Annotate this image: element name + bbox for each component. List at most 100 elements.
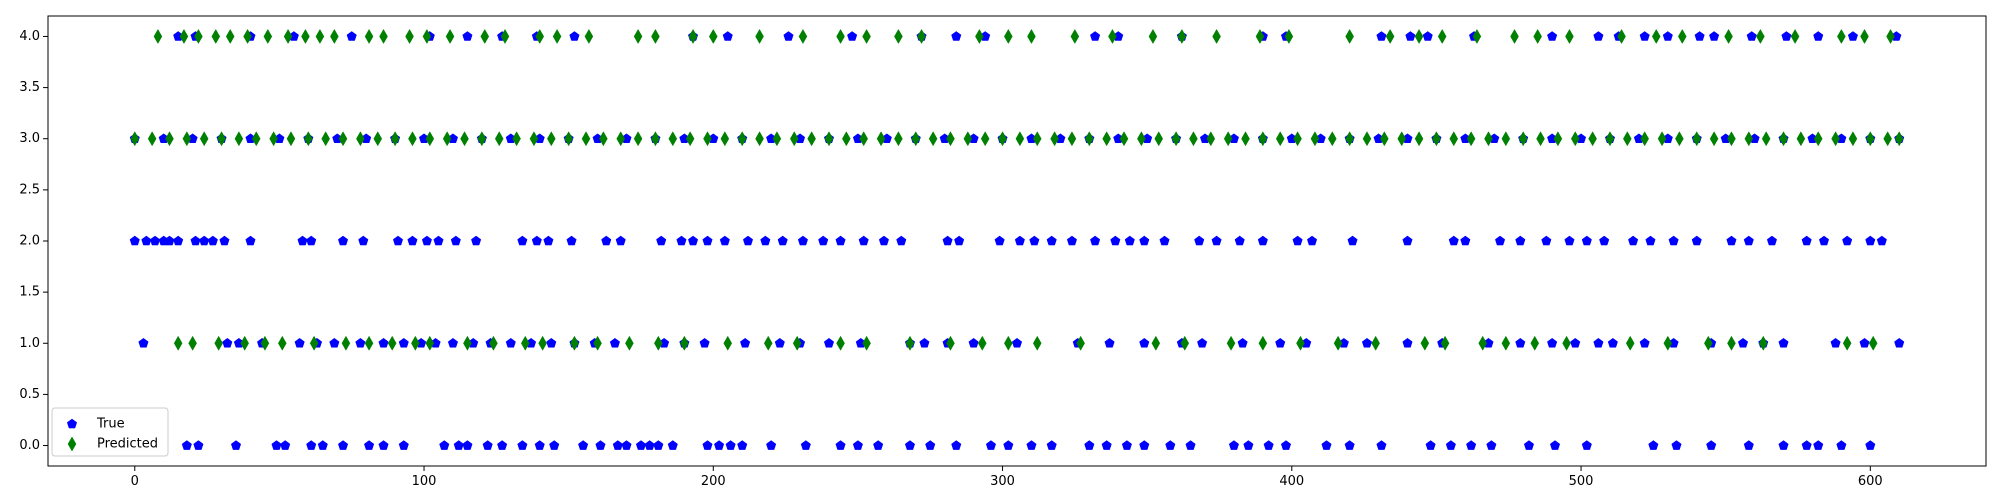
true-point bbox=[294, 337, 305, 348]
predicted-point bbox=[243, 28, 252, 44]
predicted-point bbox=[1440, 335, 1450, 351]
predicted-point bbox=[1466, 131, 1476, 147]
predicted-point bbox=[286, 131, 296, 147]
predicted-point bbox=[278, 335, 287, 351]
predicted-point bbox=[1397, 131, 1406, 147]
true-point bbox=[482, 440, 493, 450]
predicted-point bbox=[373, 131, 383, 147]
true-point bbox=[138, 337, 149, 348]
predicted-point bbox=[153, 28, 163, 44]
true-point bbox=[994, 235, 1005, 246]
predicted-point bbox=[463, 335, 472, 351]
true-point bbox=[1865, 440, 1876, 450]
true-point bbox=[1662, 31, 1673, 41]
predicted-point bbox=[1510, 28, 1519, 44]
true-point bbox=[271, 440, 282, 450]
predicted-point bbox=[199, 131, 209, 147]
predicted-point bbox=[1032, 131, 1042, 147]
true-point bbox=[462, 440, 473, 450]
true-point bbox=[985, 440, 997, 450]
predicted-point bbox=[1420, 335, 1430, 351]
true-point bbox=[1014, 235, 1025, 246]
predicted-point bbox=[1180, 335, 1190, 351]
predicted-point bbox=[1478, 335, 1487, 351]
predicted-point bbox=[616, 131, 626, 147]
predicted-point bbox=[301, 28, 310, 44]
predicted-point bbox=[1108, 28, 1117, 44]
true-point bbox=[1842, 235, 1853, 246]
predicted-point bbox=[862, 28, 871, 44]
predicted-point bbox=[1085, 131, 1094, 147]
predicted-point bbox=[1449, 131, 1459, 147]
predicted-point bbox=[240, 335, 249, 351]
true-point bbox=[925, 440, 936, 450]
true-point bbox=[1402, 235, 1413, 246]
predicted-point bbox=[1027, 28, 1036, 44]
true-point bbox=[378, 440, 389, 450]
true-point bbox=[818, 235, 829, 246]
true-point bbox=[358, 235, 369, 246]
true-point bbox=[1726, 235, 1737, 246]
predicted-point bbox=[269, 131, 278, 147]
true-point bbox=[1466, 440, 1477, 450]
predicted-point bbox=[1640, 131, 1649, 147]
predicted-point bbox=[651, 131, 660, 147]
true-point bbox=[517, 235, 528, 246]
predicted-point bbox=[1151, 335, 1161, 351]
predicted-point bbox=[1761, 131, 1771, 147]
true-point bbox=[852, 440, 863, 450]
true-point bbox=[656, 235, 667, 246]
true-point bbox=[1211, 235, 1222, 246]
true-point bbox=[181, 440, 192, 450]
predicted-point bbox=[836, 335, 845, 351]
predicted-point bbox=[1677, 28, 1687, 44]
predicted-point bbox=[1310, 131, 1320, 147]
predicted-point bbox=[1779, 131, 1788, 147]
predicted-point bbox=[975, 28, 984, 44]
legend-marker-true bbox=[66, 418, 78, 429]
predicted-point bbox=[1380, 131, 1389, 147]
true-point bbox=[1541, 235, 1552, 246]
true-point bbox=[1402, 337, 1413, 348]
true-point bbox=[222, 337, 233, 348]
true-point bbox=[1818, 235, 1830, 246]
predicted-point bbox=[489, 335, 498, 351]
predicted-point bbox=[1076, 335, 1085, 351]
predicted-point bbox=[625, 335, 634, 351]
true-point bbox=[531, 235, 542, 246]
predicted-point bbox=[1866, 131, 1875, 147]
predicted-point bbox=[1189, 131, 1198, 147]
true-point bbox=[230, 440, 242, 450]
predicted-point bbox=[1565, 28, 1574, 44]
true-point bbox=[1865, 235, 1876, 246]
true-point bbox=[951, 31, 962, 41]
true-point bbox=[904, 440, 916, 450]
true-point bbox=[1110, 235, 1121, 246]
predicted-point bbox=[723, 335, 733, 351]
predicted-point bbox=[862, 335, 871, 351]
true-point bbox=[951, 440, 962, 450]
true-point bbox=[835, 235, 846, 246]
true-point bbox=[546, 337, 557, 348]
true-point bbox=[621, 440, 632, 450]
predicted-point bbox=[688, 28, 698, 44]
true-point bbox=[245, 235, 256, 246]
y-tick-label: 2.5 bbox=[19, 182, 40, 197]
true-point bbox=[1746, 31, 1757, 41]
series-true bbox=[129, 31, 1905, 450]
predicted-point bbox=[445, 28, 455, 44]
true-point bbox=[774, 337, 785, 348]
predicted-point bbox=[1842, 335, 1852, 351]
predicted-point bbox=[894, 28, 903, 44]
series-predicted bbox=[130, 28, 1904, 351]
true-point bbox=[1581, 235, 1592, 246]
true-point bbox=[873, 440, 884, 450]
true-point bbox=[1090, 31, 1101, 41]
true-point bbox=[297, 235, 308, 246]
true-point bbox=[471, 235, 482, 246]
predicted-point bbox=[529, 131, 539, 147]
true-point bbox=[1778, 440, 1789, 450]
true-point bbox=[1495, 235, 1506, 246]
predicted-point bbox=[1362, 131, 1372, 147]
true-point bbox=[1706, 440, 1717, 450]
